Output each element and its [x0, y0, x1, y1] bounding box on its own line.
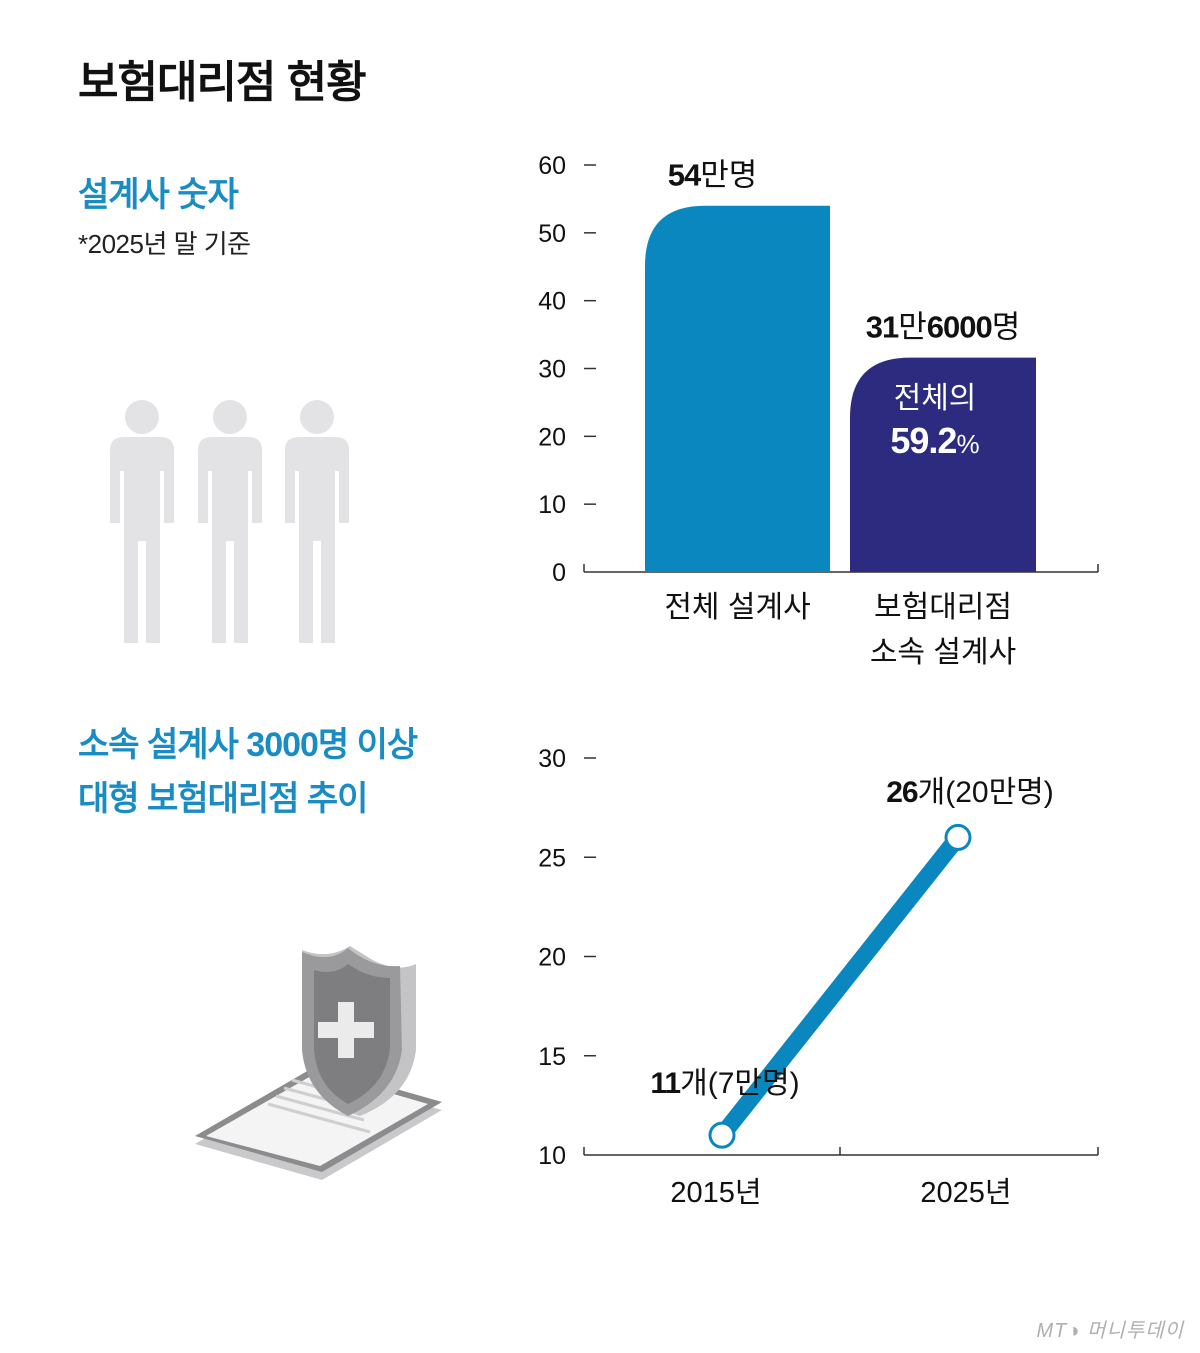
bar	[850, 357, 1036, 572]
publisher-name: 머니투데이	[1087, 1320, 1184, 1342]
page-title: 보험대리점 현황	[78, 58, 367, 107]
section-title-agents: 설계사 숫자	[78, 176, 239, 214]
label-number: 26	[886, 776, 918, 809]
y-tick-label: 30	[538, 745, 566, 773]
share-number: 59.2	[890, 420, 956, 461]
person-icon	[110, 400, 174, 643]
y-tick-label: 15	[538, 1043, 566, 1071]
person-icon	[198, 400, 262, 643]
y-tick-label: 40	[538, 288, 566, 316]
y-tick-label: 10	[538, 491, 566, 519]
label-unit: 만명	[700, 158, 757, 193]
person-icon	[285, 400, 349, 643]
y-tick-label: 25	[538, 844, 566, 872]
data-value-label: 11개(7만명)	[650, 1067, 799, 1100]
x-category-label: 전체 설계사	[664, 591, 810, 624]
data-value-label: 26개(20만명)	[886, 776, 1054, 809]
y-tick-label: 20	[538, 423, 566, 451]
bar-value-label: 54만명	[668, 158, 758, 193]
share-unit: %	[956, 429, 979, 459]
label-number: 6000	[927, 310, 992, 345]
label-number: 54	[668, 158, 702, 193]
label-unit: 만	[898, 310, 927, 345]
large-agency-trend-line-chart: 10 15 20 25 30 11개(7만명) 26개(20만명) 2015년 2025년	[538, 745, 1099, 1209]
y-tick-label: 20	[538, 944, 566, 972]
bar	[645, 205, 830, 572]
section-title-trend-line2: 대형 보험대리점 추이	[78, 780, 368, 818]
label-unit: 개(7만명)	[680, 1067, 799, 1100]
x-category-label: 소속 설계사	[870, 636, 1016, 669]
y-tick-label: 30	[538, 356, 566, 384]
x-category-label: 2015년	[670, 1177, 761, 1209]
insurance-shield-illustration	[195, 946, 442, 1180]
label-unit: 명	[992, 310, 1021, 345]
y-tick-label: 10	[538, 1142, 566, 1170]
publisher-logo: MT◑ 머니투데이	[1036, 1320, 1184, 1342]
share-value: 59.2%	[890, 420, 979, 461]
label-unit: 개(20만명)	[918, 776, 1054, 809]
x-category-label: 2025년	[920, 1177, 1011, 1209]
y-tick-label: 60	[538, 152, 566, 180]
series-line	[713, 828, 967, 1144]
share-label: 전체의	[894, 382, 977, 415]
section-title-trend-line1: 소속 설계사 3000명 이상	[78, 726, 418, 764]
shield-icon	[302, 946, 416, 1116]
label-number: 11	[650, 1067, 680, 1100]
y-tick-label: 50	[538, 220, 566, 248]
y-tick-label: 0	[552, 559, 566, 587]
x-category-label: 보험대리점	[874, 591, 1012, 624]
data-point	[944, 823, 972, 851]
label-number: 31	[866, 310, 899, 345]
data-point	[708, 1121, 736, 1149]
bar-value-label: 31만6000명	[866, 310, 1021, 345]
reference-note: *2025년 말 기준	[78, 229, 251, 259]
people-illustration	[110, 400, 349, 643]
